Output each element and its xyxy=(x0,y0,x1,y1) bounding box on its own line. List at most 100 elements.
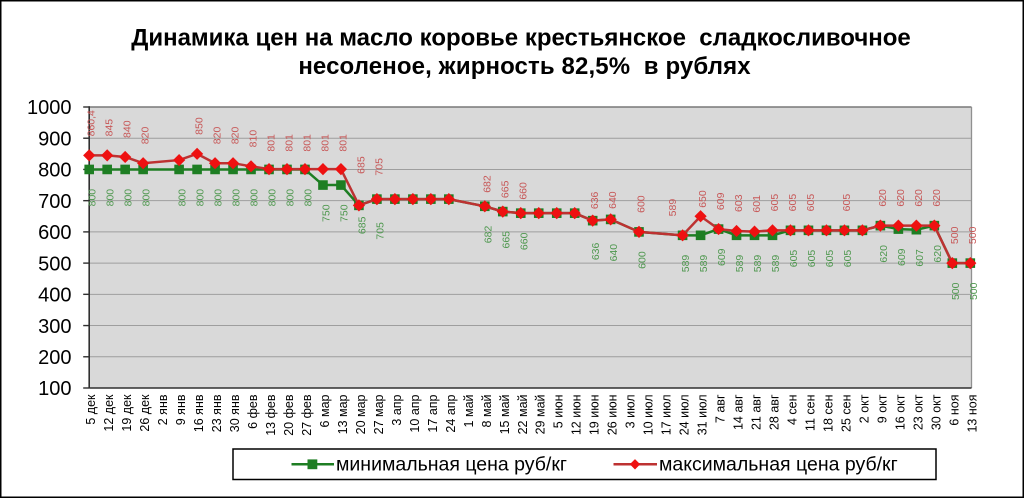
svg-text:800: 800 xyxy=(285,189,297,207)
svg-text:605: 605 xyxy=(787,194,799,212)
svg-text:1000: 1000 xyxy=(27,97,72,119)
svg-text:6 мар: 6 мар xyxy=(318,394,332,427)
svg-text:665: 665 xyxy=(499,180,511,198)
svg-text:620: 620 xyxy=(895,189,907,207)
svg-text:685: 685 xyxy=(356,216,368,234)
svg-text:10 апр: 10 апр xyxy=(408,394,422,432)
svg-text:600: 600 xyxy=(637,251,649,269)
svg-text:3 июл: 3 июл xyxy=(624,395,638,429)
svg-text:800: 800 xyxy=(123,189,135,207)
svg-text:8 май: 8 май xyxy=(480,394,494,427)
svg-text:600: 600 xyxy=(38,222,71,244)
svg-text:21 авг: 21 авг xyxy=(750,394,764,430)
svg-text:845: 845 xyxy=(104,119,116,137)
svg-text:860,4: 860,4 xyxy=(86,110,98,136)
svg-text:23 окт: 23 окт xyxy=(911,394,925,430)
svg-text:22 май: 22 май xyxy=(516,394,530,434)
svg-text:705: 705 xyxy=(373,158,385,176)
svg-text:26 дек: 26 дек xyxy=(138,394,152,432)
svg-text:800: 800 xyxy=(105,189,117,207)
svg-text:589: 589 xyxy=(734,255,746,273)
svg-text:750: 750 xyxy=(320,204,332,222)
svg-text:640: 640 xyxy=(608,244,620,262)
svg-text:603: 603 xyxy=(733,194,745,212)
svg-text:500: 500 xyxy=(968,282,980,300)
svg-text:минимальная цена руб/кг: минимальная цена руб/кг xyxy=(336,454,567,476)
svg-text:19 дек: 19 дек xyxy=(120,394,134,432)
svg-text:13 фев: 13 фев xyxy=(264,394,278,436)
svg-text:800: 800 xyxy=(267,189,279,207)
svg-text:500: 500 xyxy=(967,226,979,244)
svg-text:9 окт: 9 окт xyxy=(875,394,889,423)
svg-text:705: 705 xyxy=(374,222,386,240)
svg-text:Динамика цен на масло коровье: Динамика цен на масло коровье крестьянск… xyxy=(131,24,911,51)
svg-text:26 июн: 26 июн xyxy=(606,394,620,435)
svg-text:18 сен: 18 сен xyxy=(821,394,835,432)
svg-text:800: 800 xyxy=(302,189,314,207)
svg-text:29 май: 29 май xyxy=(534,394,548,434)
svg-text:800: 800 xyxy=(231,189,243,207)
svg-text:16 янв: 16 янв xyxy=(192,394,206,432)
svg-text:682: 682 xyxy=(481,175,493,193)
svg-text:17 апр: 17 апр xyxy=(426,394,440,432)
svg-text:589: 589 xyxy=(752,255,764,273)
svg-text:800: 800 xyxy=(177,189,189,207)
svg-text:15 май: 15 май xyxy=(498,394,512,434)
svg-text:640: 640 xyxy=(607,191,619,209)
svg-text:840: 840 xyxy=(122,120,134,138)
svg-text:6 ноя: 6 ноя xyxy=(947,395,961,426)
svg-text:19 июн: 19 июн xyxy=(588,394,602,435)
svg-text:12 июн: 12 июн xyxy=(570,394,584,435)
svg-text:17 июл: 17 июл xyxy=(660,395,674,436)
svg-text:10 июл: 10 июл xyxy=(642,395,656,436)
svg-text:30 окт: 30 окт xyxy=(929,394,943,430)
svg-text:801: 801 xyxy=(319,134,331,152)
svg-text:605: 605 xyxy=(824,250,836,268)
svg-text:620: 620 xyxy=(932,245,944,263)
svg-text:20 фев: 20 фев xyxy=(282,394,296,436)
svg-text:24 июл: 24 июл xyxy=(678,395,692,436)
svg-text:609: 609 xyxy=(716,248,728,266)
svg-text:589: 589 xyxy=(667,199,679,217)
svg-text:2 янв: 2 янв xyxy=(156,394,170,425)
svg-text:820: 820 xyxy=(140,127,152,145)
svg-text:810: 810 xyxy=(248,130,260,148)
svg-text:801: 801 xyxy=(284,134,296,152)
svg-text:500: 500 xyxy=(949,226,961,244)
svg-text:2 окт: 2 окт xyxy=(857,394,871,423)
svg-text:7 авг: 7 авг xyxy=(714,394,728,423)
svg-text:620: 620 xyxy=(878,245,890,263)
svg-text:максимальная цена руб/кг: максимальная цена руб/кг xyxy=(659,454,898,476)
svg-text:850: 850 xyxy=(194,117,206,135)
svg-text:605: 605 xyxy=(842,250,854,268)
svg-text:660: 660 xyxy=(517,182,529,200)
svg-text:660: 660 xyxy=(518,232,530,250)
svg-text:13 мар: 13 мар xyxy=(336,394,350,434)
svg-text:800: 800 xyxy=(87,189,99,207)
svg-text:589: 589 xyxy=(680,255,692,273)
svg-text:605: 605 xyxy=(806,250,818,268)
svg-text:682: 682 xyxy=(482,226,494,244)
svg-text:31 июл: 31 июл xyxy=(696,395,710,436)
svg-text:601: 601 xyxy=(751,195,763,213)
svg-text:5 июн: 5 июн xyxy=(552,394,566,428)
svg-text:9 янв: 9 янв xyxy=(174,394,188,425)
svg-text:12 дек: 12 дек xyxy=(102,394,116,432)
svg-text:609: 609 xyxy=(715,192,727,210)
svg-text:620: 620 xyxy=(877,189,889,207)
svg-text:820: 820 xyxy=(212,127,224,145)
svg-text:3 апр: 3 апр xyxy=(390,394,404,425)
svg-text:589: 589 xyxy=(770,255,782,273)
svg-text:14 авг: 14 авг xyxy=(732,394,746,430)
svg-text:4 сен: 4 сен xyxy=(785,394,799,425)
svg-text:700: 700 xyxy=(38,191,71,213)
svg-text:589: 589 xyxy=(698,255,710,273)
svg-text:24 апр: 24 апр xyxy=(444,394,458,432)
svg-text:600: 600 xyxy=(636,195,648,213)
svg-text:30 янв: 30 янв xyxy=(228,394,242,432)
svg-text:636: 636 xyxy=(589,191,601,209)
svg-text:665: 665 xyxy=(500,231,512,249)
svg-text:750: 750 xyxy=(338,204,350,222)
svg-text:13 ноя: 13 ноя xyxy=(965,395,979,433)
svg-text:685: 685 xyxy=(355,156,367,174)
